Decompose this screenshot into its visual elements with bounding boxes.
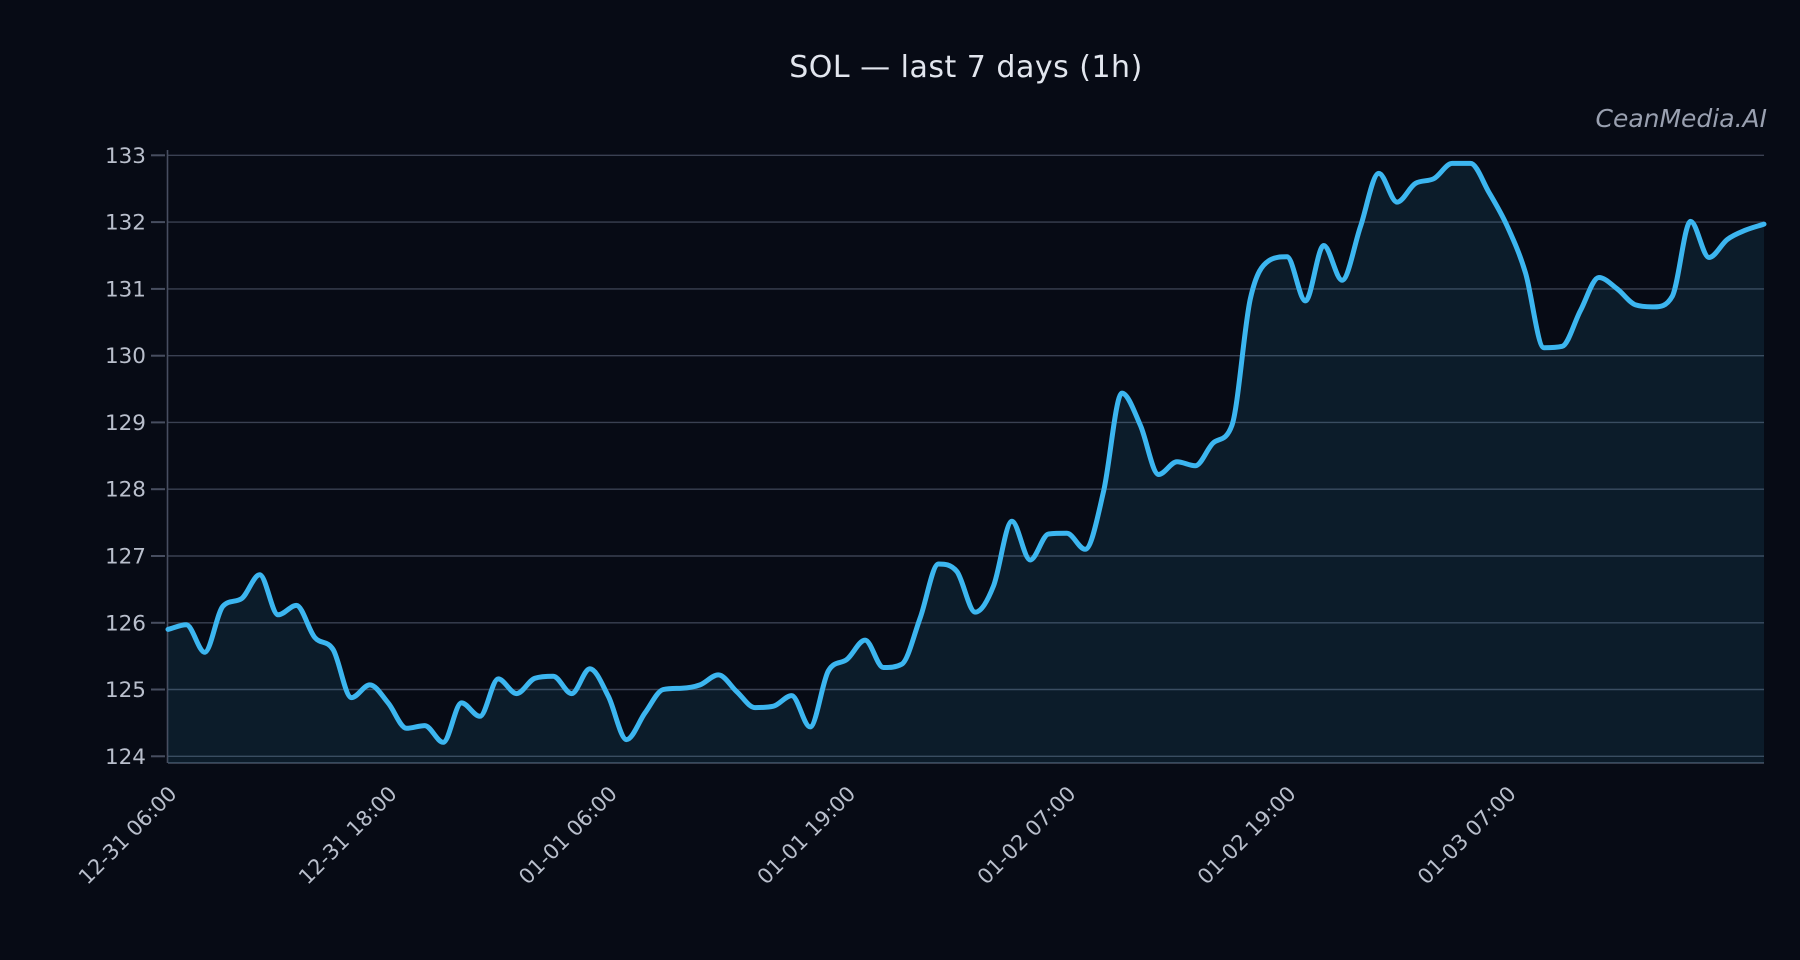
x-tick-label: 01-02 19:00 (1193, 782, 1301, 890)
y-tick-label: 133 (105, 144, 146, 169)
chart-title: SOL — last 7 days (1h) (789, 50, 1143, 85)
price-area (168, 163, 1764, 763)
x-tick-label: 01-01 19:00 (753, 782, 861, 890)
y-tick-label: 124 (105, 745, 146, 770)
x-tick-label: 01-01 06:00 (514, 782, 622, 890)
x-tick-label: 01-03 07:00 (1413, 782, 1521, 890)
watermark: CeanMedia.AI (1595, 104, 1767, 133)
y-tick-label: 132 (105, 211, 146, 236)
x-tick-label: 12-31 06:00 (74, 782, 182, 890)
y-tick-label: 128 (105, 478, 146, 503)
y-tick-label: 129 (105, 411, 146, 436)
y-tick-label: 131 (105, 277, 146, 302)
y-tick-label: 126 (105, 611, 146, 636)
y-tick-label: 125 (105, 678, 146, 703)
price-line (165, 160, 1767, 745)
x-tick-label: 01-02 07:00 (973, 782, 1081, 890)
y-tick-label: 127 (105, 545, 146, 570)
x-tick-label: 12-31 18:00 (294, 782, 402, 890)
y-tick-label: 130 (105, 344, 146, 369)
